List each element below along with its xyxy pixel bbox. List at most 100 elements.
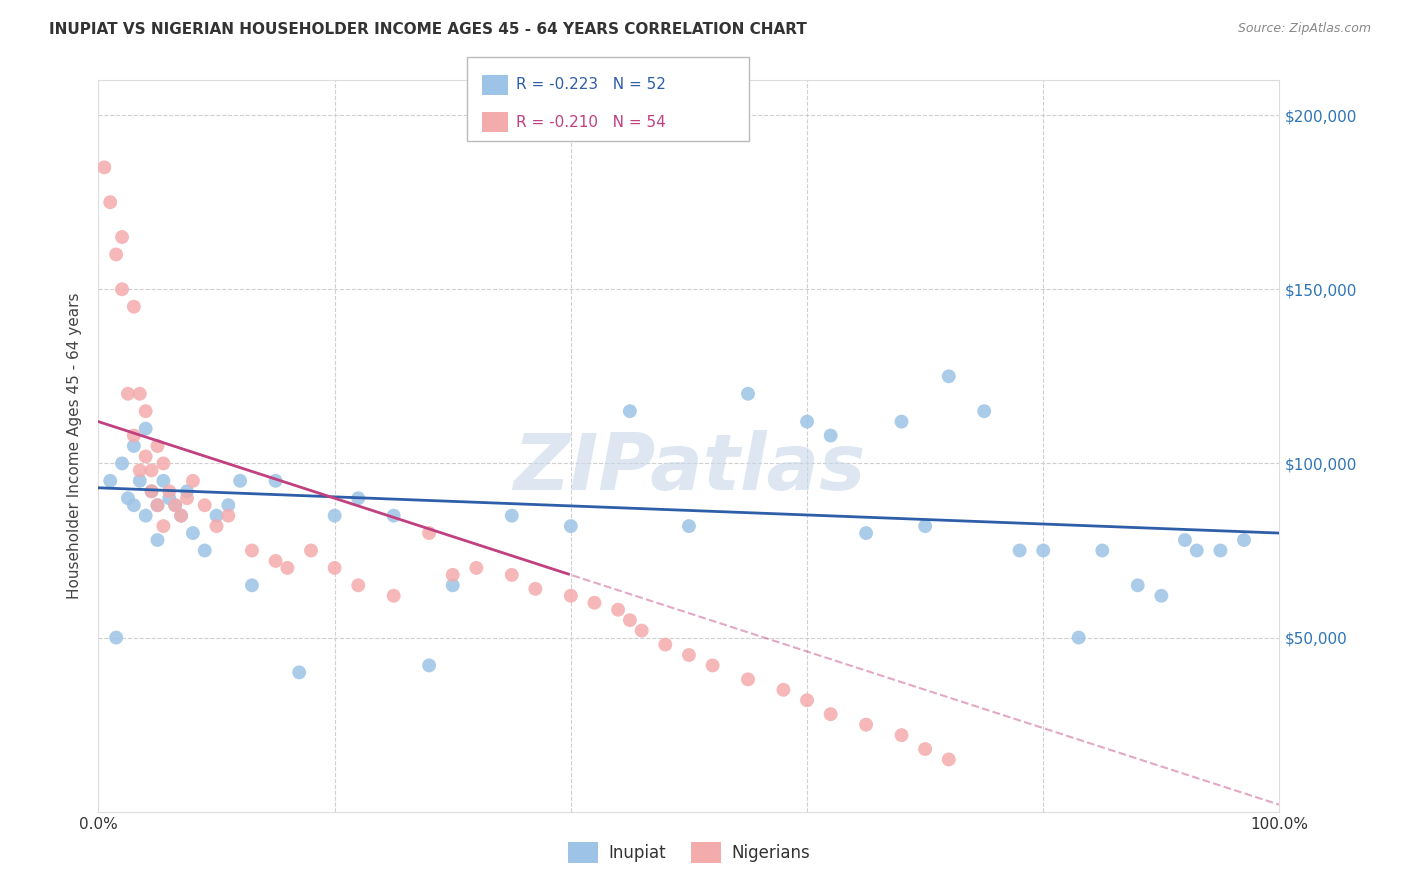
Point [1185,543,1208,558]
Point [1067,631,1090,645]
Point [122,300,145,314]
Point [146,533,169,547]
Point [122,498,145,512]
Point [382,508,405,523]
Point [855,717,877,731]
Point [619,613,641,627]
Point [560,519,582,533]
Point [276,561,298,575]
Point [111,282,134,296]
Point [157,484,180,499]
Point [135,450,157,464]
Point [501,508,523,523]
Point [855,526,877,541]
Point [264,554,287,568]
Point [264,474,287,488]
Point [678,519,700,533]
Point [1126,578,1149,592]
Point [678,648,700,662]
Point [111,230,134,244]
Point [820,428,842,442]
Point [111,457,134,471]
Point [796,693,818,707]
Point [170,508,193,523]
Point [157,491,180,506]
Point [619,404,641,418]
Y-axis label: Householder Income Ages 45 - 64 years: Householder Income Ages 45 - 64 years [67,293,83,599]
Point [117,491,139,506]
Point [820,707,842,722]
Point [135,404,157,418]
Point [796,415,818,429]
Point [583,596,606,610]
Point [117,386,139,401]
Point [418,658,440,673]
Point [194,498,217,512]
Point [141,484,163,499]
Point [441,567,464,582]
Point [1174,533,1197,547]
Text: Source: ZipAtlas.com: Source: ZipAtlas.com [1237,22,1371,36]
Point [938,369,960,384]
Point [914,742,936,756]
Point [176,491,198,506]
Point [1233,533,1256,547]
Point [890,415,912,429]
Point [146,498,169,512]
Point [152,519,174,533]
Point [1008,543,1031,558]
Legend: Inupiat, Nigerians: Inupiat, Nigerians [561,836,817,869]
Point [217,498,239,512]
Point [205,519,228,533]
Point [654,638,676,652]
Point [347,491,370,506]
Point [176,484,198,499]
Point [105,247,128,261]
Point [737,386,759,401]
Point [560,589,582,603]
Point [194,543,217,558]
Point [299,543,322,558]
Point [105,631,128,645]
Point [128,463,150,477]
Point [165,498,187,512]
Point [181,474,204,488]
Text: R = -0.223   N = 52: R = -0.223 N = 52 [516,78,666,92]
Point [181,526,204,541]
Text: R = -0.210   N = 54: R = -0.210 N = 54 [516,115,666,129]
Point [240,578,263,592]
Point [93,161,115,175]
Point [938,752,960,766]
Point [323,508,346,523]
Point [1032,543,1054,558]
Point [135,508,157,523]
Point [607,603,630,617]
Point [205,508,228,523]
Point [772,682,794,697]
Point [128,474,150,488]
Point [382,589,405,603]
Point [441,578,464,592]
Point [165,498,187,512]
Point [630,624,652,638]
Point [737,673,759,687]
Point [890,728,912,742]
Point [524,582,547,596]
Point [347,578,370,592]
Point [146,439,169,453]
Point [501,567,523,582]
Text: ZIPatlas: ZIPatlas [513,430,865,506]
Point [288,665,311,680]
Point [98,195,121,210]
Point [128,386,150,401]
Point [141,463,163,477]
Point [323,561,346,575]
Point [146,498,169,512]
Point [973,404,995,418]
Point [1209,543,1232,558]
Point [217,508,239,523]
Point [152,457,174,471]
Point [135,421,157,435]
Point [702,658,724,673]
Point [1150,589,1173,603]
